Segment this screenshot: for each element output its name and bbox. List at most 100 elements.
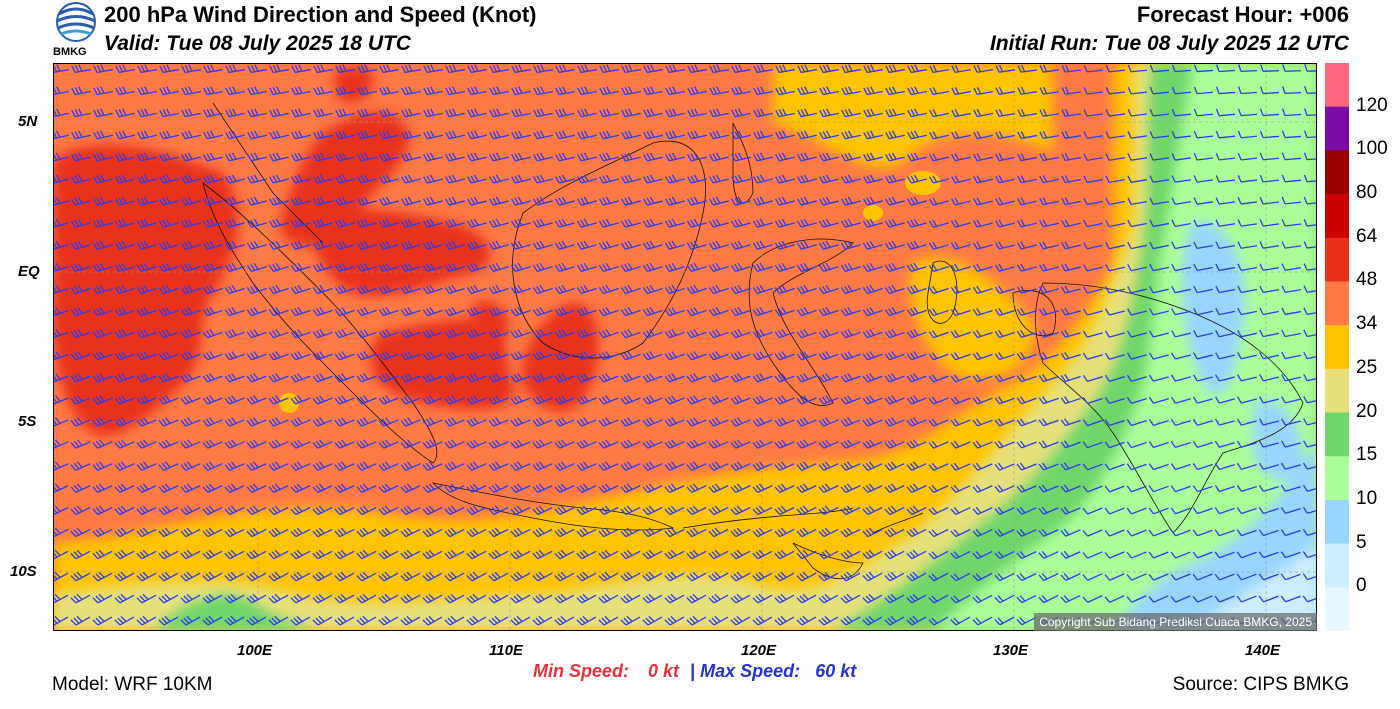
wind-barb — [1082, 352, 1103, 360]
wind-barb — [356, 240, 377, 250]
wind-barb — [664, 262, 685, 272]
wind-barb — [730, 329, 751, 339]
wind-barb — [1016, 616, 1037, 626]
wind-barb — [1126, 485, 1147, 493]
wind-barb — [928, 528, 949, 538]
wind-barb — [1280, 506, 1301, 515]
wind-barb — [598, 615, 619, 626]
wind-barb — [1258, 507, 1279, 515]
wind-barb — [400, 306, 421, 317]
wind-barb — [114, 549, 135, 560]
wind-barb — [1258, 573, 1279, 581]
wind-barb — [1214, 462, 1235, 471]
wind-barb — [928, 241, 949, 250]
wind-barb — [620, 351, 641, 361]
wind-barb — [246, 571, 267, 582]
wind-barb — [1193, 86, 1214, 95]
wind-barb — [730, 417, 751, 427]
wind-barb — [599, 64, 619, 74]
wind-barb — [246, 417, 267, 427]
wind-barb — [1237, 352, 1257, 360]
wind-barb — [1126, 507, 1147, 515]
wind-barb — [796, 505, 817, 516]
wind-barb — [225, 64, 245, 74]
wind-barb — [1193, 108, 1214, 117]
wind-barb — [862, 593, 883, 604]
wind-barb — [422, 483, 443, 493]
wind-barb — [730, 483, 751, 493]
wind-barb — [1105, 219, 1125, 228]
wind-barb — [973, 86, 993, 96]
wind-barb — [994, 572, 1015, 582]
wind-barb — [268, 483, 289, 493]
wind-barb — [334, 284, 355, 295]
wind-barb — [158, 262, 179, 272]
wind-barb — [1126, 352, 1147, 360]
wind-barb — [840, 373, 861, 383]
wind-barb — [114, 571, 135, 582]
wind-barb — [577, 108, 597, 118]
wind-barb — [687, 174, 707, 184]
wind-barb — [686, 196, 707, 206]
wind-barb — [1215, 175, 1236, 183]
wind-barb — [1061, 241, 1081, 250]
wind-barb — [136, 240, 157, 250]
wind-barb — [136, 351, 157, 361]
wind-barb — [1193, 285, 1213, 294]
wind-barb — [1215, 352, 1235, 360]
wind-barb — [1281, 374, 1301, 382]
wind-barb — [884, 262, 905, 272]
wind-barb — [378, 306, 399, 317]
wind-barb — [136, 306, 157, 317]
wind-barb — [1104, 529, 1125, 537]
wind-barb — [840, 505, 861, 516]
wind-barb — [444, 351, 465, 361]
wind-barb — [93, 108, 113, 118]
wind-barb — [269, 174, 289, 184]
wind-barb — [180, 461, 201, 471]
wind-barb — [950, 550, 971, 560]
wind-barb — [203, 152, 223, 162]
wind-barb — [1060, 373, 1081, 383]
wind-barb — [819, 64, 839, 74]
wind-barb — [312, 329, 333, 339]
wind-barb — [1237, 285, 1257, 294]
wind-barb — [1083, 197, 1103, 206]
wind-barb — [1236, 484, 1257, 493]
wind-barb — [950, 285, 971, 295]
wind-barb — [533, 152, 553, 162]
wind-barb — [1303, 174, 1317, 183]
wind-barb — [180, 373, 201, 383]
wind-barb — [708, 439, 729, 449]
wind-barb — [1127, 153, 1148, 161]
wind-barb — [467, 64, 487, 74]
wind-barb — [510, 306, 531, 317]
wind-barb — [290, 284, 311, 295]
wind-barb — [268, 240, 289, 250]
wind-barb — [180, 571, 201, 582]
wind-barb — [708, 262, 729, 272]
wind-barb — [752, 505, 773, 516]
wind-barb — [444, 593, 465, 604]
wind-barb — [1214, 485, 1235, 493]
wind-barb — [797, 86, 817, 96]
wind-barb — [994, 484, 1015, 493]
wind-barb — [840, 196, 861, 206]
wind-barb — [203, 174, 223, 184]
wind-barb — [445, 152, 465, 162]
wind-barb — [334, 505, 355, 516]
wind-barb — [71, 108, 91, 118]
wind-barb — [1104, 485, 1125, 493]
wind-barb — [1259, 197, 1280, 205]
wind-barb — [1017, 64, 1038, 73]
min-speed-value: 0 kt — [648, 661, 680, 681]
wind-barb — [510, 262, 531, 272]
wind-barb — [1126, 419, 1147, 427]
wind-barb — [620, 417, 641, 427]
wind-barb — [422, 395, 443, 405]
wind-barb — [335, 108, 355, 118]
wind-barb — [290, 483, 311, 493]
wind-barb — [555, 64, 575, 74]
wind-barb — [1282, 86, 1302, 95]
wind-barb — [158, 329, 179, 339]
